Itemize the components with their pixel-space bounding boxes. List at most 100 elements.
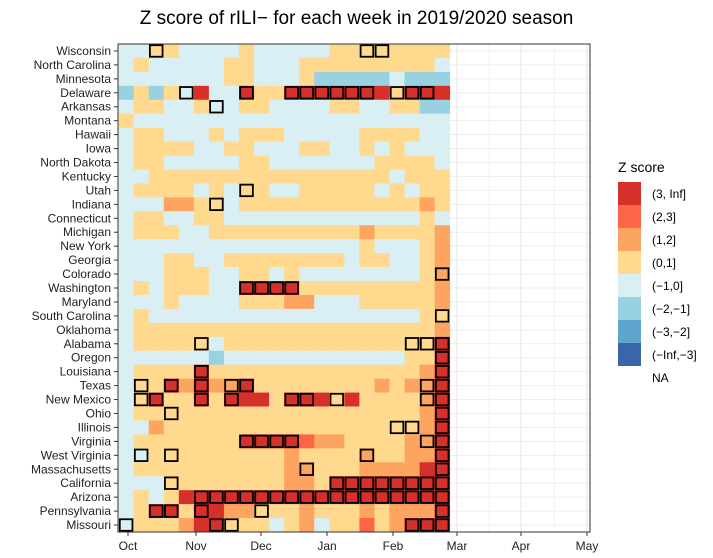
heatmap-cell <box>419 183 436 198</box>
heatmap-cell <box>133 155 150 170</box>
heatmap-cell <box>239 211 255 226</box>
heatmap-cell <box>359 462 375 477</box>
heatmap-cell <box>163 239 180 254</box>
outlined-cell <box>299 490 314 504</box>
heatmap-cell <box>344 364 360 380</box>
heatmap-cell <box>404 434 420 449</box>
heatmap-cell <box>419 113 436 129</box>
heatmap-cell <box>118 183 135 198</box>
heatmap-cell <box>133 267 150 282</box>
heatmap-cell <box>404 294 420 310</box>
heatmap-cell <box>284 308 300 324</box>
heatmap-cell <box>223 406 240 421</box>
heatmap-cell <box>118 490 135 505</box>
heatmap-cell <box>299 350 315 366</box>
heatmap-cell <box>434 434 451 449</box>
heatmap-cell <box>178 267 195 282</box>
heatmap-cell <box>359 434 375 449</box>
heatmap-cell <box>193 378 210 393</box>
y-tick-label: Hawaii <box>75 128 111 142</box>
x-tick-label: Nov <box>185 539 206 553</box>
heatmap-cell <box>163 71 180 87</box>
legend-title: Z score <box>618 159 665 175</box>
heatmap-cell <box>329 462 345 477</box>
y-tick-label: Iowa <box>86 142 112 156</box>
y-tick-label: Colorado <box>62 267 111 281</box>
heatmap-cell <box>419 169 436 184</box>
heatmap-cell <box>118 57 135 73</box>
heatmap-cell <box>419 518 436 533</box>
heatmap-cell <box>163 211 180 226</box>
outlined-cell <box>224 378 239 393</box>
heatmap-cell <box>118 364 135 380</box>
heatmap-cell <box>223 155 240 170</box>
heatmap-cell <box>359 504 375 519</box>
heatmap-cell <box>163 169 180 184</box>
heatmap-cell <box>193 476 210 491</box>
outlined-cell <box>194 364 209 379</box>
heatmap-cell <box>254 183 270 198</box>
heatmap-cell <box>163 308 180 324</box>
heatmap-cell <box>389 113 405 129</box>
heatmap-cell <box>133 225 150 240</box>
heatmap-cell <box>389 462 405 477</box>
heatmap-cell <box>374 183 390 198</box>
heatmap-cell <box>389 420 405 435</box>
heatmap-cell <box>148 141 165 156</box>
heatmap-cell <box>299 322 315 338</box>
heatmap-cell <box>329 350 345 366</box>
heatmap-cell <box>133 490 150 505</box>
heatmap-cell <box>178 350 195 366</box>
heatmap-cell <box>269 322 285 338</box>
heatmap-cell <box>163 113 180 129</box>
heatmap-cell <box>299 476 315 491</box>
heatmap-cell <box>434 294 451 310</box>
heatmap-cell <box>329 211 345 226</box>
heatmap-cell <box>178 336 195 352</box>
heatmap-cell <box>389 476 405 491</box>
heatmap-cell <box>193 183 210 198</box>
heatmap-cell <box>178 211 195 226</box>
outlined-cell <box>359 448 375 462</box>
heatmap-cell <box>163 57 180 73</box>
heatmap-cell <box>374 448 390 463</box>
heatmap-cell <box>314 225 330 240</box>
heatmap-cell <box>193 169 210 184</box>
y-tick-label: California <box>60 476 111 490</box>
outlined-cell <box>239 378 254 393</box>
heatmap-cell <box>118 169 135 184</box>
heatmap-cell <box>239 71 255 87</box>
heatmap-cell <box>374 99 390 115</box>
heatmap-cell <box>148 462 165 477</box>
heatmap-cell <box>193 392 210 407</box>
heatmap-cell <box>223 420 240 435</box>
heatmap-cell <box>223 44 240 59</box>
heatmap-cell <box>118 294 135 310</box>
x-tick-label: Feb <box>383 539 404 553</box>
heatmap-cell <box>359 448 375 463</box>
outlined-cell <box>164 406 179 421</box>
heatmap-cell <box>404 504 420 519</box>
heatmap-cell <box>404 462 420 477</box>
heatmap-cell <box>178 155 195 170</box>
heatmap-cell <box>359 350 375 366</box>
outlined-cell <box>434 504 450 518</box>
heatmap-cell <box>223 364 240 380</box>
heatmap-cell <box>419 197 436 212</box>
heatmap-cell <box>299 378 315 393</box>
heatmap-cell <box>404 267 420 282</box>
heatmap-cell <box>193 281 210 296</box>
heatmap-cell <box>269 44 285 59</box>
heatmap-cell <box>254 85 270 101</box>
heatmap-cell <box>404 169 420 184</box>
heatmap-cell <box>269 85 285 101</box>
heatmap-cell <box>419 253 436 268</box>
heatmap-cell <box>299 267 315 282</box>
heatmap-cell <box>299 518 315 533</box>
heatmap-cell <box>269 197 285 212</box>
outlined-cell <box>209 197 224 212</box>
heatmap-cell <box>299 99 315 115</box>
outlined-cell <box>269 281 284 295</box>
outlined-cell <box>419 476 435 490</box>
heatmap-cell <box>193 85 210 101</box>
